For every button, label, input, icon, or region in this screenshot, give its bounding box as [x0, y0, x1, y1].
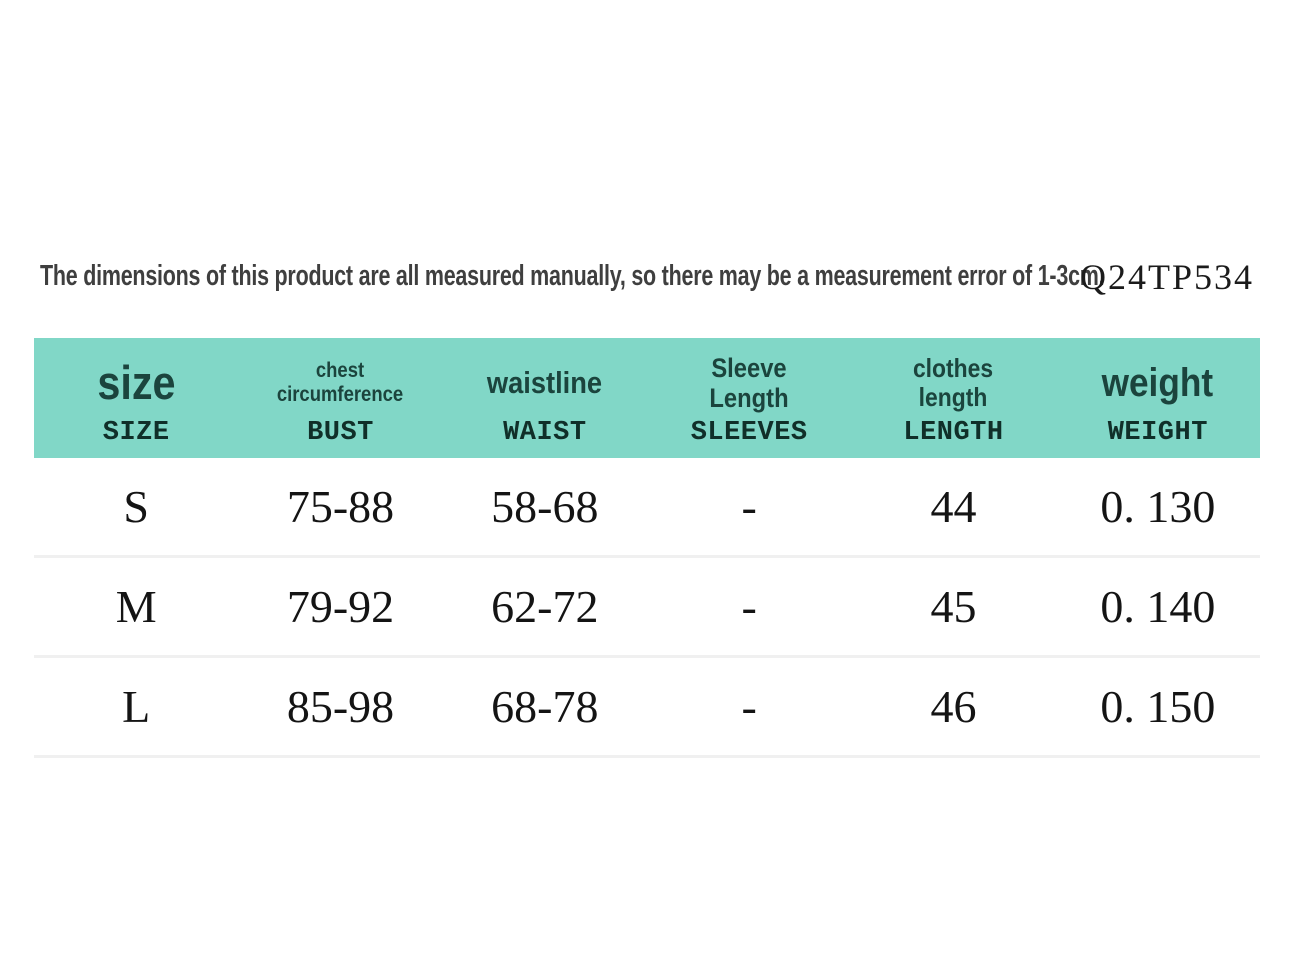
header-cell-length: clothes length LENGTH [851, 338, 1055, 458]
header-sublabel: SLEEVES [690, 418, 808, 448]
cell-sleeves: - [741, 581, 757, 632]
header-label: chest circumference [277, 359, 404, 406]
header-sublabel: LENGTH [903, 418, 1004, 448]
cell-sleeves: - [741, 481, 757, 532]
cell-waist: 62-72 [491, 581, 599, 632]
table-row-size-m: M 79-92 62-72 - 45 0. 140 [34, 558, 1260, 658]
header-sublabel: WAIST [503, 418, 587, 448]
cell-length: 45 [930, 581, 977, 632]
header-cell-bust: chest circumference BUST [238, 338, 442, 458]
cell-bust: 79-92 [286, 581, 395, 632]
header-cell-sleeves: Sleeve Length SLEEVES [647, 338, 851, 458]
cell-bust: 85-98 [286, 681, 395, 732]
table-header-row: size SIZE chest circumference BUST waist… [34, 338, 1260, 458]
header-label: size [97, 355, 176, 409]
cell-weight: 0. 150 [1100, 681, 1216, 732]
header-label: Sleeve Length [709, 352, 789, 413]
header-label: waistline [487, 364, 603, 400]
cell-waist: 68-78 [491, 681, 599, 732]
cell-weight: 0. 140 [1100, 581, 1216, 632]
table-row-size-s: S 75-88 58-68 - 44 0. 130 [34, 458, 1260, 558]
cell-size: M [115, 581, 157, 632]
header-sublabel: SIZE [102, 418, 170, 448]
cell-length: 46 [930, 681, 977, 732]
cell-size: S [123, 481, 149, 532]
header-cell-waist: waistline WAIST [443, 338, 647, 458]
header-cell-weight: weight WEIGHT [1056, 338, 1260, 458]
measurement-disclaimer-text: The dimensions of this product are all m… [40, 260, 1105, 292]
cell-size: L [122, 681, 151, 732]
cell-weight: 0. 130 [1100, 481, 1216, 532]
header-sublabel: WEIGHT [1107, 418, 1208, 448]
header-label: weight [1102, 360, 1214, 405]
header-cell-size: size SIZE [34, 338, 238, 458]
cell-sleeves: - [741, 681, 757, 732]
header-label: clothes length [913, 352, 994, 412]
cell-length: 44 [930, 481, 977, 532]
cell-waist: 58-68 [491, 481, 599, 532]
size-chart-table: size SIZE chest circumference BUST waist… [34, 338, 1260, 758]
product-code: Q24TP534 [1079, 257, 1254, 297]
cell-bust: 75-88 [286, 481, 395, 532]
header-sublabel: BUST [307, 418, 374, 448]
table-row-size-l: L 85-98 68-78 - 46 0. 150 [34, 658, 1260, 758]
